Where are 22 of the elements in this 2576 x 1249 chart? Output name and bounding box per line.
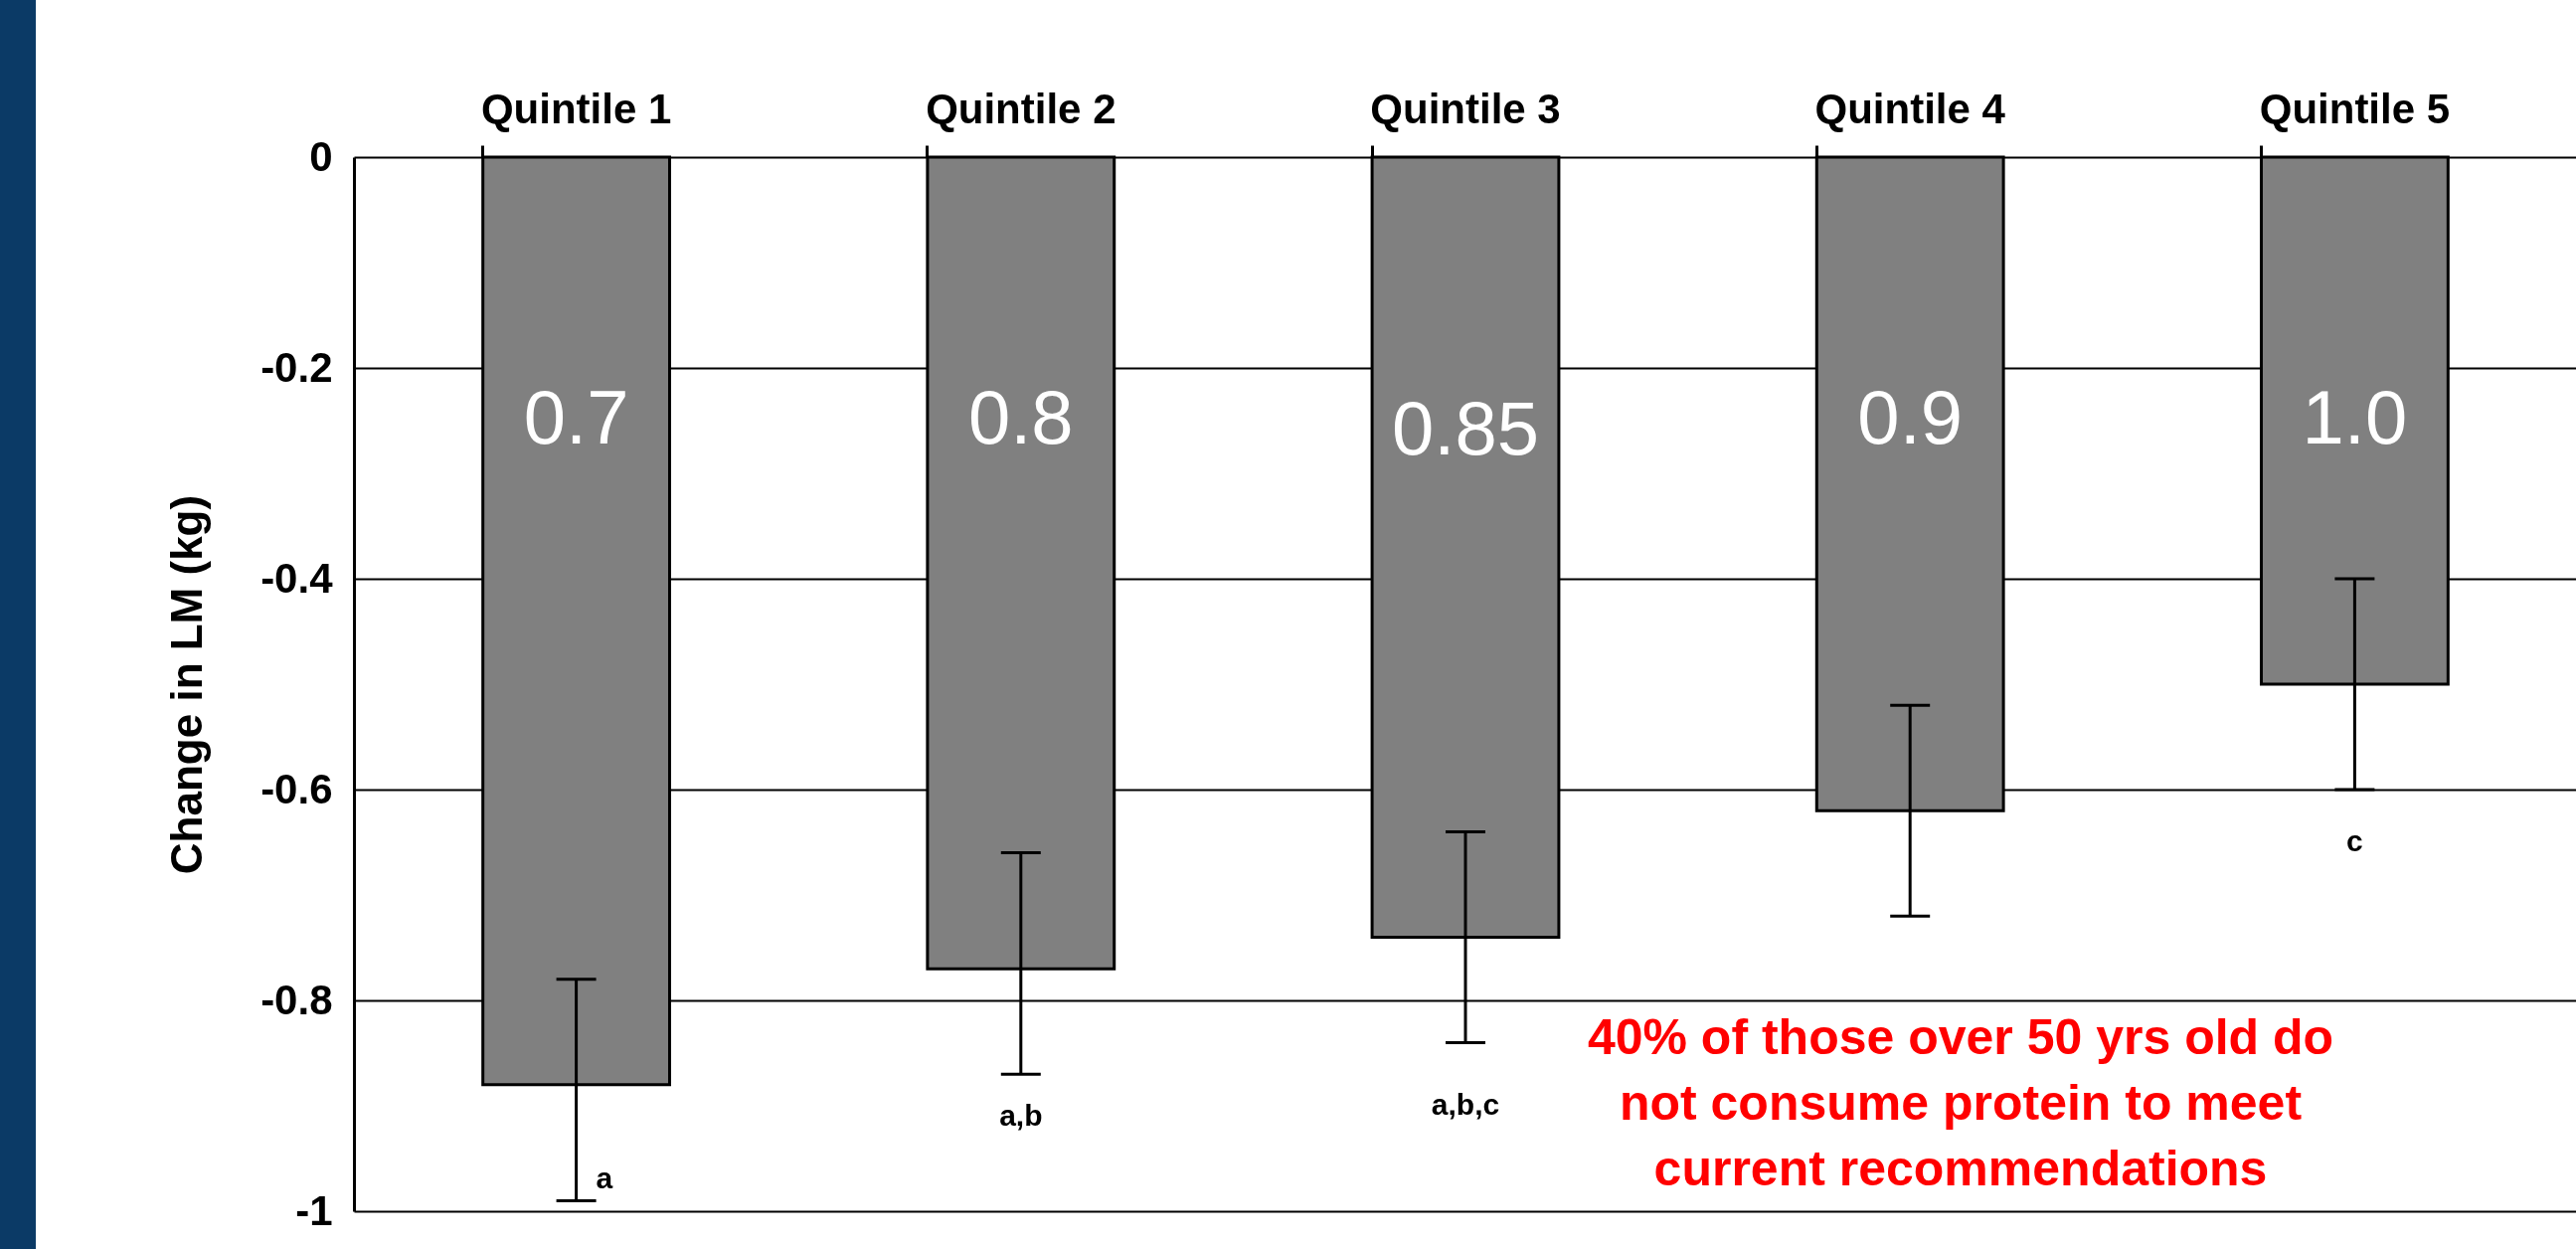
x-tick-label: Quintile 2 bbox=[926, 85, 1116, 132]
annotation: 1.0 bbox=[2302, 375, 2408, 459]
annotation: a,b,c bbox=[1431, 1088, 1500, 1121]
y-tick-label: 0 bbox=[309, 132, 333, 180]
annotation: a bbox=[596, 1161, 613, 1194]
annotation: 0.85 bbox=[1392, 386, 1539, 470]
y-axis-title: Change in LM (kg) bbox=[162, 494, 212, 875]
annotation: 0.7 bbox=[523, 375, 629, 459]
y-tick-label: -0.8 bbox=[260, 976, 333, 1023]
x-tick-label: Quintile 3 bbox=[1370, 85, 1561, 132]
annotation: 40% of those over 50 yrs old do not consume protein to meet current recommendations bbox=[1587, 1009, 2334, 1196]
annotation: a,b bbox=[999, 1099, 1043, 1132]
y-tick-label: -0.6 bbox=[260, 765, 333, 812]
x-tick-label: Quintile 4 bbox=[1814, 85, 2006, 132]
x-tick-label: Quintile 1 bbox=[480, 85, 672, 132]
x-tick-label: Quintile 5 bbox=[2259, 85, 2451, 132]
annotation: 0.8 bbox=[967, 375, 1074, 459]
y-tick-label: -1 bbox=[295, 1186, 333, 1234]
y-tick-label: -0.4 bbox=[260, 554, 334, 602]
y-tick-label: -0.2 bbox=[260, 343, 333, 391]
annotation: 0.9 bbox=[1857, 375, 1964, 459]
annotation: c bbox=[2346, 824, 2363, 857]
